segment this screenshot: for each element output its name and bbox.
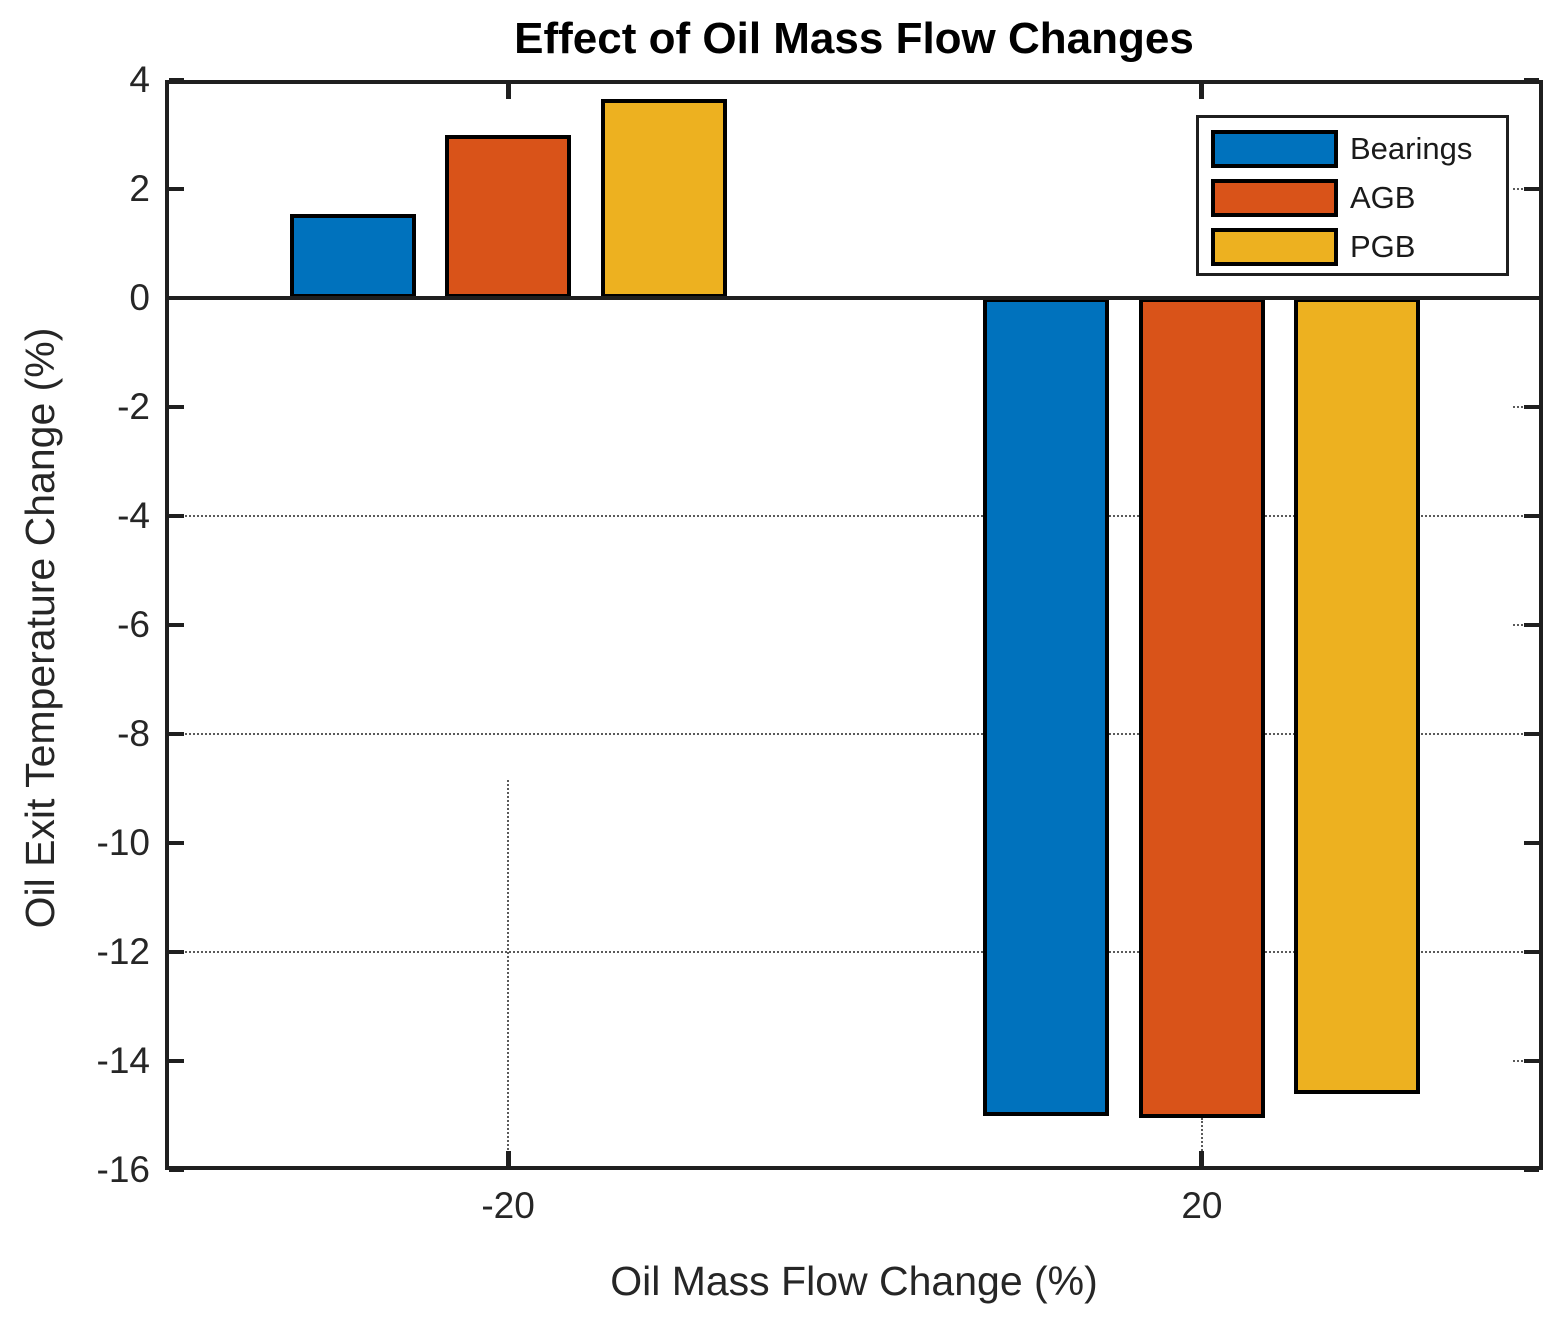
y-axis-tick-right	[1524, 841, 1539, 845]
y-axis-tick-right	[1524, 1168, 1539, 1172]
y-axis-tick-right	[1524, 623, 1539, 627]
y-tick-label: 2	[129, 168, 150, 209]
y-tick-label: -12	[96, 931, 150, 972]
bar-bearings--20	[289, 213, 416, 298]
x-tick-label: 20	[1181, 1185, 1223, 1226]
x-axis-tick-bottom	[505, 1151, 511, 1166]
y-axis-tick-left	[169, 732, 184, 736]
y-tick-label: 4	[129, 59, 150, 100]
legend-swatch-bearings	[1211, 130, 1338, 168]
legend: Bearings AGB PGB	[1196, 115, 1509, 276]
x-axis-tick-top	[1199, 84, 1205, 99]
y-axis-tick-right	[1524, 732, 1539, 736]
y-axis-tick-left	[169, 623, 184, 627]
y-tick-label: 0	[129, 277, 150, 318]
y-tick-label: -14	[96, 1040, 150, 1081]
y-tick-label: -2	[117, 386, 150, 427]
y-axis-tick-left	[169, 296, 184, 300]
legend-swatch-agb	[1211, 179, 1338, 217]
y-tick-label: -4	[117, 495, 150, 536]
legend-label: Bearings	[1350, 131, 1473, 166]
chart-title: Effect of Oil Mass Flow Changes	[514, 14, 1194, 63]
y-axis-tick-right	[1524, 405, 1539, 409]
y-tick-label: -10	[96, 822, 150, 863]
y-axis-tick-left	[169, 1059, 184, 1063]
y-axis-tick-right	[1524, 78, 1539, 82]
y-axis-tick-right	[1524, 1059, 1539, 1063]
x-gridline-segment	[1200, 1118, 1203, 1170]
y-axis-tick-left	[169, 514, 184, 518]
y-axis-tick-right	[1524, 187, 1539, 191]
y-tick-label: -8	[117, 713, 150, 754]
y-gridline	[169, 515, 1539, 517]
x-axis-label: Oil Mass Flow Change (%)	[610, 1258, 1098, 1304]
bar-bearings-20	[983, 298, 1110, 1116]
y-axis-tick-left	[169, 78, 184, 82]
y-tick-label: -6	[117, 604, 150, 645]
y-axis-tick-left	[169, 950, 184, 954]
bar-agb--20	[445, 134, 572, 298]
x-gridline-segment	[507, 780, 510, 1170]
y-axis-tick-left	[169, 405, 184, 409]
x-tick-label: -20	[481, 1185, 535, 1226]
y-axis-tick-right	[1524, 514, 1539, 518]
y-tick-label: -16	[96, 1149, 150, 1190]
y-axis-tick-left	[169, 1168, 184, 1172]
bar-pgb-20	[1294, 298, 1421, 1094]
bar-pgb--20	[600, 99, 727, 298]
legend-label: PGB	[1350, 229, 1416, 264]
legend-swatch-pgb	[1211, 228, 1338, 266]
legend-label: AGB	[1350, 180, 1416, 215]
y-axis-tick-right	[1524, 950, 1539, 954]
y-gridline	[169, 951, 1539, 953]
x-axis-tick-bottom	[1199, 1151, 1205, 1166]
y-axis-tick-right	[1524, 296, 1539, 300]
y-gridline	[169, 733, 1539, 735]
y-axis-tick-left	[169, 841, 184, 845]
y-axis-tick-left	[169, 187, 184, 191]
bar-agb-20	[1138, 298, 1265, 1119]
zero-baseline	[165, 296, 1543, 300]
x-axis-tick-top	[505, 84, 511, 99]
